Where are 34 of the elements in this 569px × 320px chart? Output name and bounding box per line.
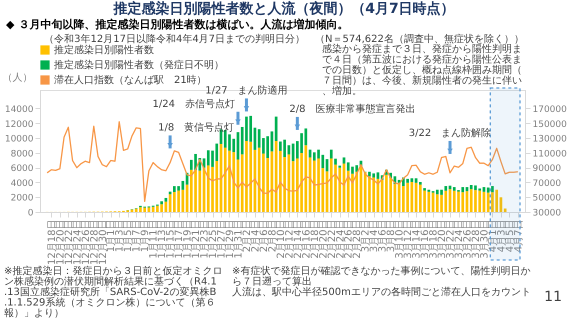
annotation: 1/8 黄信号点灯 <box>158 121 234 134</box>
y2-tick-label: 110000 <box>532 149 568 160</box>
y2-tick-label: 170000 <box>532 104 568 115</box>
chart-title: 推定感染日別陽性者数と人流（夜間）（4月7日時点） <box>112 0 455 17</box>
y2-tick-label: 130000 <box>532 134 568 145</box>
chart-subtitle: ◆ ３月中旬以降、推定感染日別陽性者数は横ばい。人流は増加傾向。 <box>6 18 348 31</box>
legend-label: 推定感染日別陽性者数 <box>54 44 154 56</box>
text: ※有症状で発症日が確認できなかった事例について、陽性判明日から７日遡って算出 <box>232 265 530 288</box>
y-axis-title: （人） <box>2 72 32 84</box>
y2-tick-label: 90000 <box>532 164 562 174</box>
y-tick-label: 10000 <box>4 134 34 145</box>
y-tick-label: 2000 <box>10 194 34 204</box>
y-tick-label: 6000 <box>10 164 34 174</box>
y-tick-label: 8000 <box>10 149 34 160</box>
text: （令和3年12月17日以降令和4年4月7日までの判明日分） （N＝574,622名（調査中、無症状を除く）） <box>44 33 524 45</box>
y2-tick-label: 150000 <box>532 120 568 130</box>
annotation: 1/27 まん防適用 <box>205 84 288 96</box>
y2-tick-label: 30000 <box>532 208 562 218</box>
legend-label: 滞在人口指数（なんば駅 21時） <box>54 74 207 86</box>
text: 人流は、駅中心半径500mエリアの各時間ごと滞在人口をカウント <box>232 286 531 298</box>
annotation: 3/22 まん防解除 <box>408 126 492 139</box>
y-tick-label: 0 <box>28 208 34 218</box>
x-tick-label: 3月30日 <box>479 220 490 259</box>
y-tick-label: 4000 <box>10 178 34 189</box>
y2-tick-label: 50000 <box>532 194 562 204</box>
text: 11 <box>544 289 562 305</box>
annotation: 1/24 赤信号点灯 <box>152 98 235 110</box>
y-tick-label: 12000 <box>4 120 34 130</box>
text: ※推定感染日：発症日から３日前と仮定オミクロン株感染例の潜伏期間解析結果に基づく（R4.1.13国立感染症研究所「SARS-CoV-2の変異株B.1.1.529系統（オミクロン株）について（第６報）」より） <box>4 265 222 319</box>
legend-label: 推定感染日別陽性者数（発症日不明） <box>54 59 224 71</box>
y-tick-label: 14000 <box>4 104 34 115</box>
annotation: 感染から発症まで３日、発症から陽性判明まで４日（第五波における発症から陽性公表までの日数）と仮定し、概ね点線枠囲み期間（７日間）は、今後、新規陽性者の発生に伴い、増加。 <box>322 43 522 97</box>
y2-tick-label: 70000 <box>532 178 562 189</box>
annotation: 2/8 医療非常事態宣言発出 <box>289 102 416 115</box>
